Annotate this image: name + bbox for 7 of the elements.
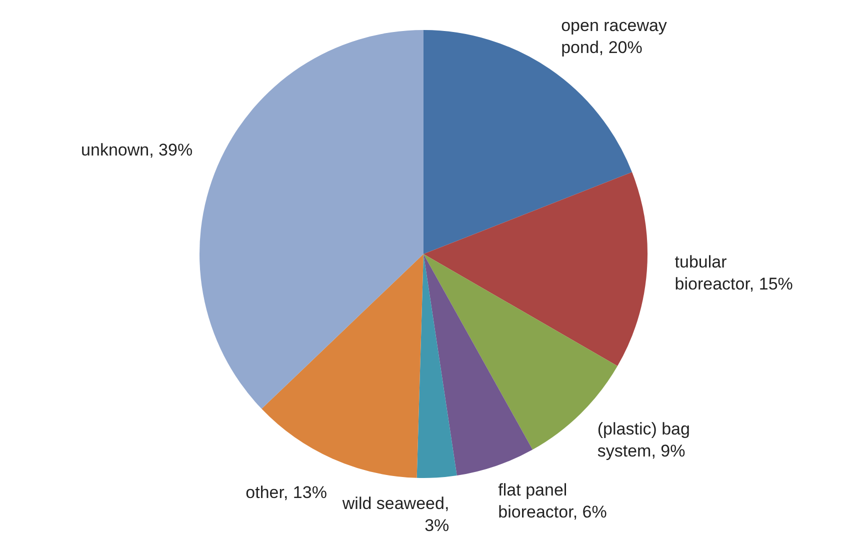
slice-label: (plastic) bag system, 9% [597, 419, 690, 460]
slice-label: flat panel bioreactor, 6% [498, 480, 607, 522]
slice-label: open raceway pond, 20% [561, 16, 668, 58]
slice-label: tubular bioreactor, 15% [674, 252, 793, 294]
slice-label: wild seaweed, 3% [341, 494, 450, 536]
slice-label: unknown, 39% [81, 140, 193, 160]
slice-label: other, 13% [246, 483, 327, 502]
